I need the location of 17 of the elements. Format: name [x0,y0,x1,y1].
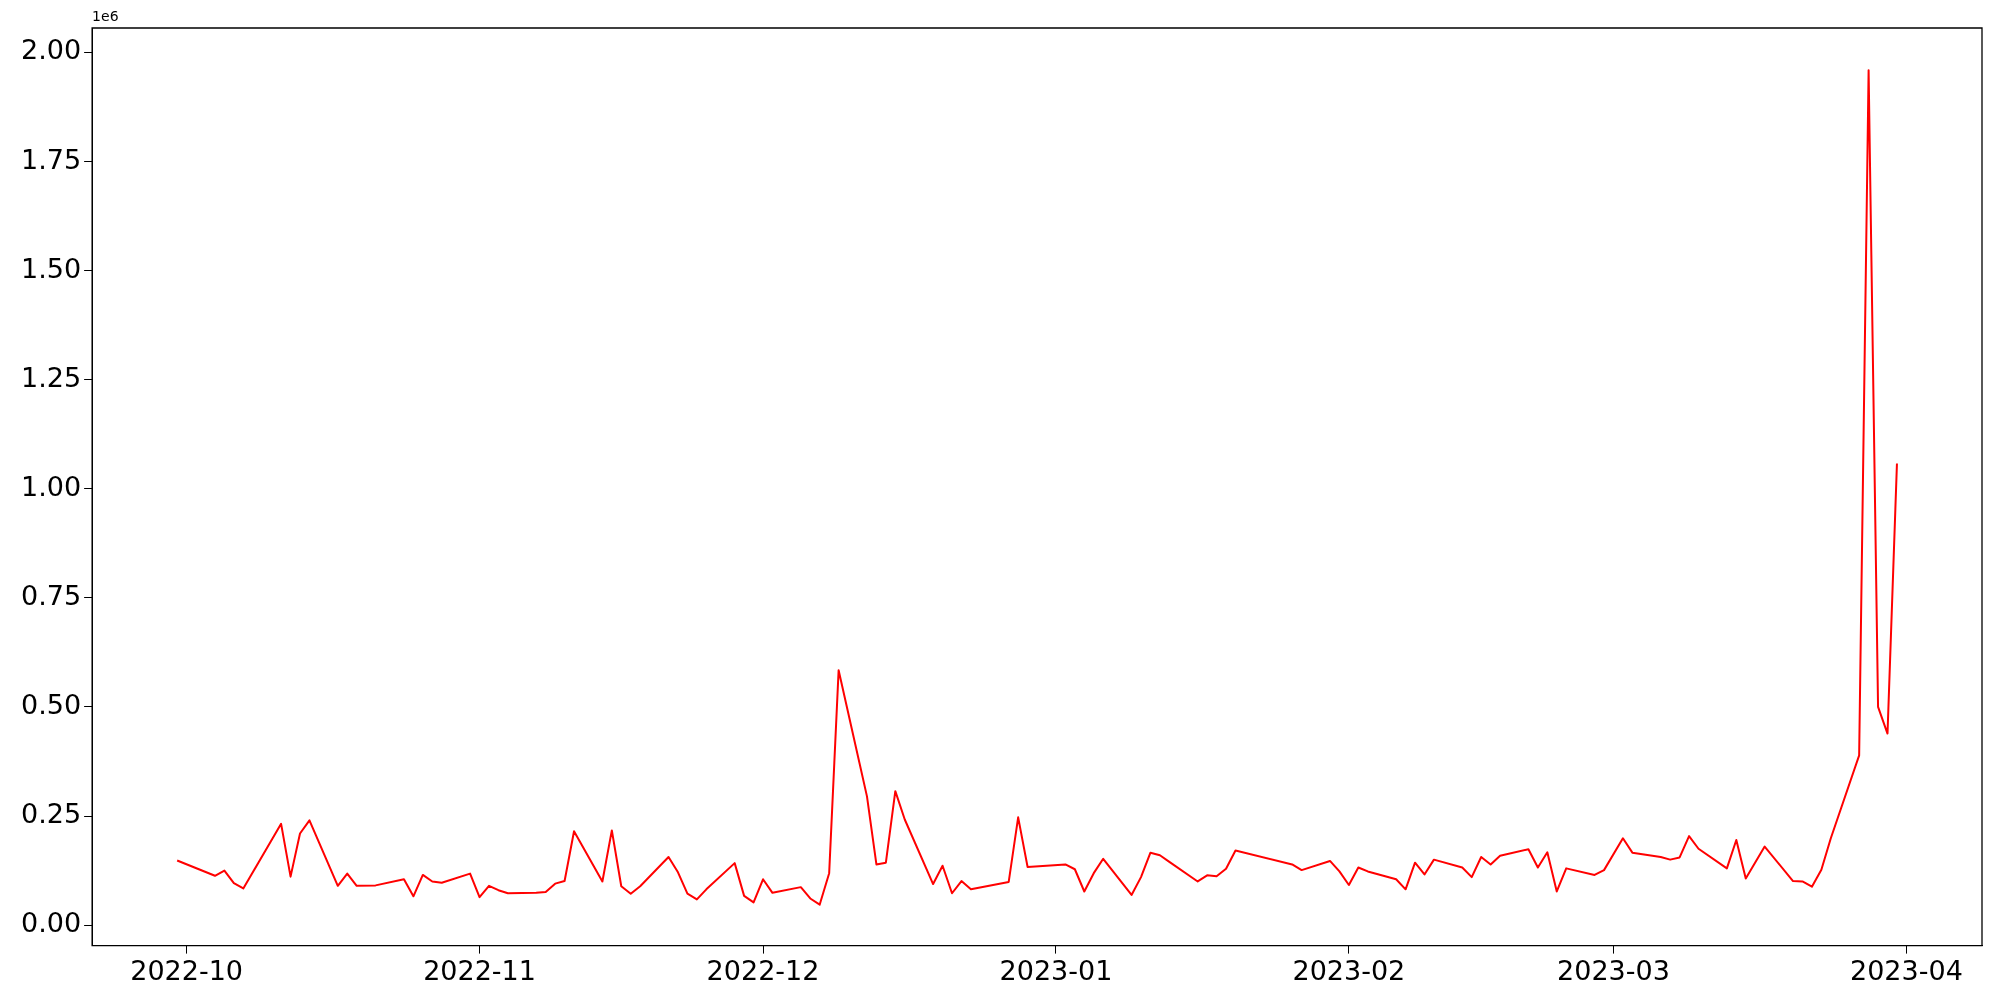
y-tick-label: 0.75 [20,579,82,611]
y-tick-label: 1.00 [20,470,82,502]
x-tick-label: 2023-03 [1557,954,1670,986]
y-tick-label: 0.25 [20,798,82,830]
x-tick-label: 2022-12 [706,954,820,986]
y-tick-label: 1.75 [20,143,82,175]
x-tick-label: 2022-10 [130,954,244,986]
y-tick-label: 0.00 [20,907,82,939]
x-tick-label: 2022-11 [423,954,536,986]
y-tick-label: 2.00 [20,34,82,66]
x-tick-label: 2023-01 [999,954,1113,986]
y-tick-label: 1.25 [20,361,82,393]
x-tick-label: 2023-04 [1850,954,1963,986]
y-tick-label: 0.50 [20,688,82,720]
text: 1e6 [92,7,119,24]
x-tick-label: 2023-02 [1292,954,1406,986]
y-tick-label: 1.50 [20,252,82,284]
